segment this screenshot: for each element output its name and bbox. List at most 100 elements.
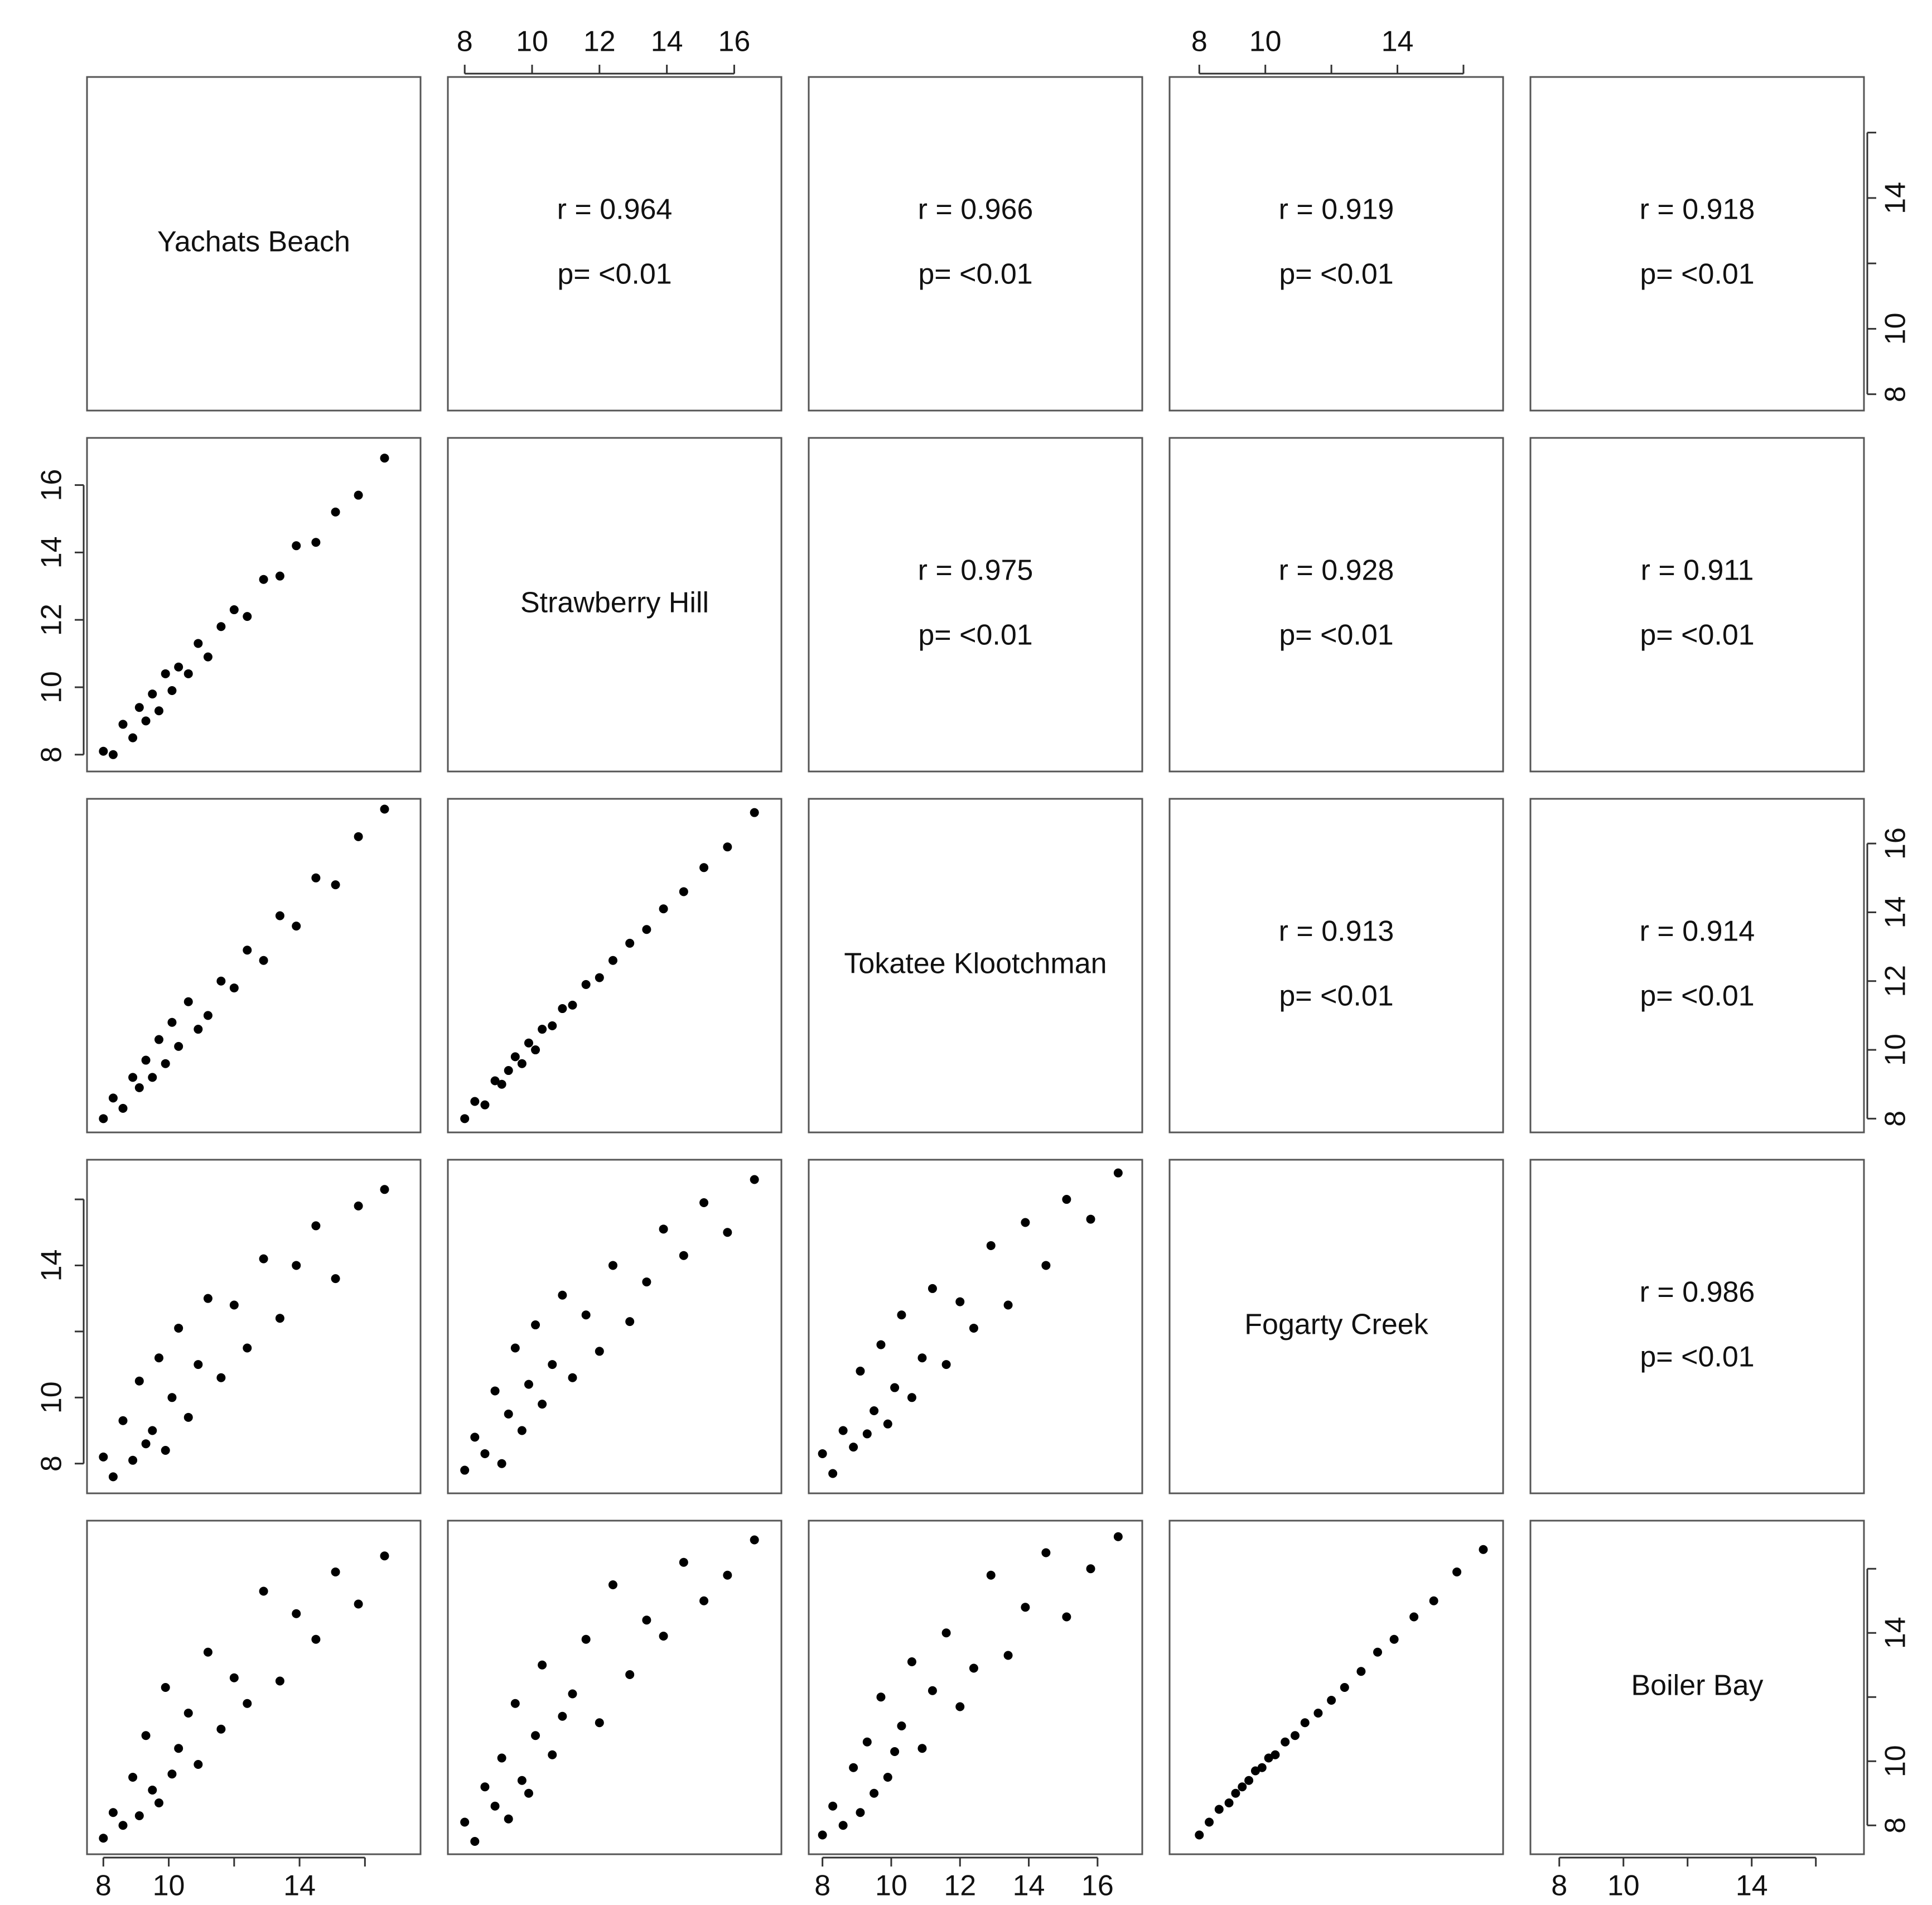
scatter-point (524, 1038, 533, 1048)
panel-frame (1168, 798, 1504, 1134)
tick-label: 14 (1736, 1870, 1768, 1902)
scatter-point (292, 541, 301, 551)
scatter-point (118, 1103, 128, 1113)
scatter-point (311, 873, 321, 882)
scatter-point (659, 1224, 668, 1234)
tick-label: 10 (516, 26, 548, 58)
scatter-point (595, 1718, 604, 1728)
scatter-point (128, 1073, 138, 1082)
scatter-point (849, 1763, 858, 1772)
scatter-point (243, 1343, 252, 1353)
scatter-point (818, 1449, 827, 1458)
scatter-point (1041, 1261, 1051, 1270)
scatter-point (380, 804, 389, 814)
scatter-point (480, 1100, 490, 1110)
correlation-label: r = 0.928 (1279, 554, 1394, 587)
scatter-point (480, 1782, 490, 1792)
scatter-point (311, 538, 321, 547)
scatter-point (229, 1300, 239, 1310)
scatter-point (581, 1310, 591, 1320)
scatter-point (275, 571, 284, 581)
scatter-point (141, 1055, 151, 1065)
tick-label: 10 (36, 1381, 68, 1414)
scatter-point (203, 1647, 212, 1657)
scatter-point (311, 1634, 321, 1644)
p-value-label: p= <0.01 (1279, 619, 1393, 652)
scatter-point (167, 1769, 177, 1779)
scatter-point (870, 1788, 879, 1798)
p-value-label: p= <0.01 (1279, 258, 1393, 291)
panel-frame (447, 798, 783, 1134)
scatter-point (608, 956, 617, 965)
scatter-point (955, 1297, 965, 1306)
scatter-point (1250, 1766, 1260, 1776)
scatter-point (568, 1000, 577, 1010)
scatter-point (118, 1416, 128, 1425)
scatter-point (679, 1251, 688, 1260)
correlation-label: r = 0.964 (557, 194, 673, 226)
panel-frame (808, 437, 1143, 773)
scatter-point (1214, 1805, 1224, 1814)
scatter-point (849, 1443, 858, 1452)
scatter-point (1205, 1817, 1214, 1827)
scatter-point (856, 1366, 865, 1376)
panel-frame (86, 437, 422, 773)
scatter-point (876, 1340, 886, 1349)
scatter-point (883, 1773, 892, 1782)
scatter-point (699, 863, 709, 872)
correlation-label: r = 0.911 (1641, 554, 1754, 587)
scatter-point (1195, 1830, 1204, 1840)
scatter-point (581, 980, 591, 989)
scatter-point (595, 1347, 604, 1356)
panel-frame (447, 1159, 783, 1494)
scatter-point (490, 1076, 500, 1086)
p-value-label: p= <0.01 (1640, 980, 1754, 1012)
scatter-point (1409, 1612, 1419, 1622)
scatter-point (470, 1433, 480, 1442)
scatter-point (870, 1406, 879, 1415)
scatter-point (331, 507, 340, 517)
scatter-point (907, 1657, 916, 1666)
scatter-point (890, 1747, 900, 1756)
scatter-point (354, 490, 363, 500)
scatter-point (608, 1580, 617, 1589)
tick-label: 14 (36, 536, 68, 568)
scatter-point (558, 1290, 567, 1300)
scatter-point (524, 1380, 533, 1389)
p-value-label: p= <0.01 (1640, 258, 1754, 291)
panel-frame (447, 437, 783, 773)
p-value-label: p= <0.01 (1640, 619, 1754, 652)
scatter-point (558, 1004, 567, 1014)
scatter-point (134, 1811, 144, 1820)
scatter-point (862, 1737, 872, 1747)
scatter-point (99, 746, 108, 756)
scatter-point (194, 1360, 203, 1369)
scatter-point (275, 911, 284, 920)
scatter-point (331, 1274, 340, 1284)
scatter-point (141, 716, 151, 726)
scatter-point (174, 1041, 183, 1051)
p-value-label: p= <0.01 (557, 258, 672, 291)
scatter-point (141, 1439, 151, 1449)
panel-frame (1529, 437, 1865, 773)
scatter-point (504, 1409, 513, 1419)
scatter-point (380, 454, 389, 463)
tick-label: 10 (875, 1870, 907, 1902)
scatter-point (380, 1185, 389, 1194)
scatter-point (750, 1175, 759, 1184)
tick-label: 10 (1880, 313, 1912, 345)
scatter-point (986, 1241, 996, 1250)
scatter-point (460, 1465, 470, 1475)
scatter-point (108, 1093, 118, 1103)
tick-label: 10 (1607, 1870, 1640, 1902)
scatter-point (148, 689, 157, 699)
tick-label: 14 (1880, 896, 1912, 929)
scatter-point (828, 1801, 838, 1811)
scatter-point (118, 720, 128, 729)
scatter-point (679, 887, 688, 896)
scatter-point (818, 1830, 827, 1840)
scatter-point (460, 1114, 470, 1123)
tick-label: 16 (718, 26, 751, 58)
scatter-point (380, 1551, 389, 1561)
scatter-point (897, 1310, 906, 1320)
